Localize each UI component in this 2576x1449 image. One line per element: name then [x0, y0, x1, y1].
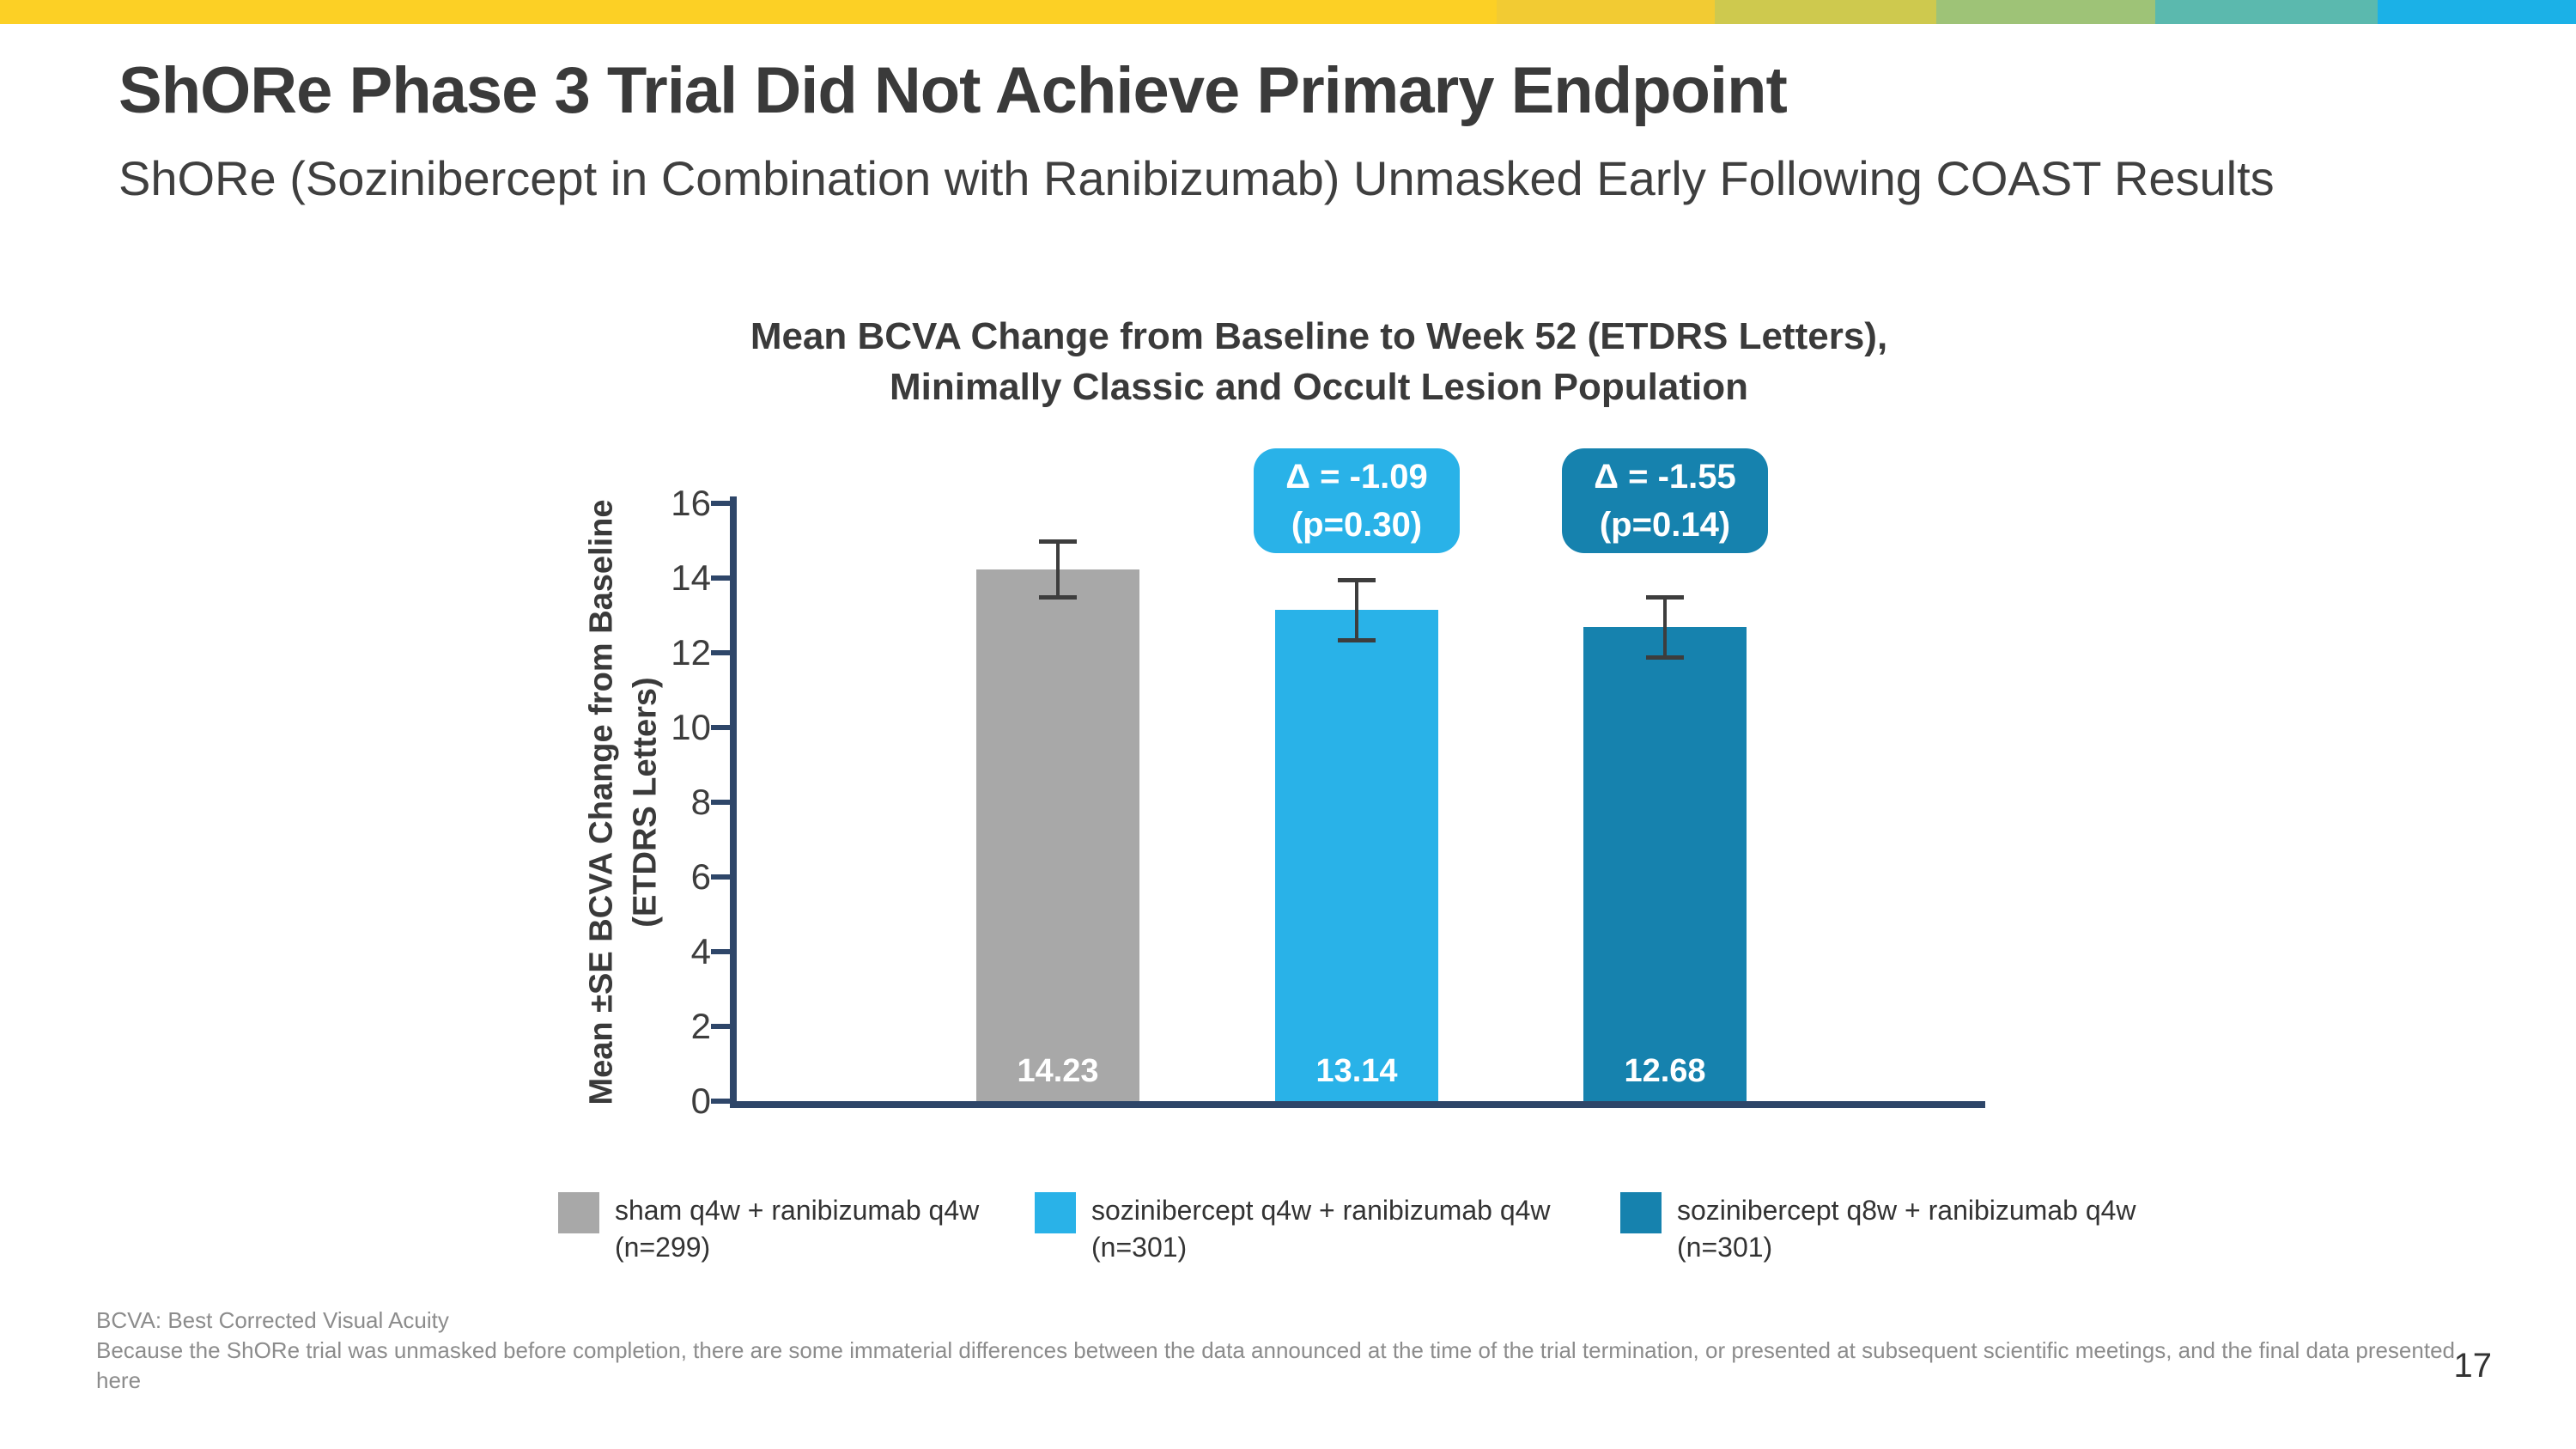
- legend-item-1: sham q4w + ranibizumab q4w (n=299): [558, 1192, 979, 1266]
- y-tick-mark: [711, 501, 730, 506]
- slide-title: ShORe Phase 3 Trial Did Not Achieve Prim…: [118, 54, 1788, 127]
- legend-label-line1: sozinibercept q8w + ranibizumab q4w: [1677, 1195, 2136, 1226]
- delta-p-value: (p=0.30): [1291, 506, 1423, 544]
- y-tick-mark: [711, 874, 730, 880]
- legend-swatch: [558, 1192, 599, 1233]
- bar-value-label: 13.14: [1315, 1053, 1398, 1089]
- y-tick-mark: [711, 575, 730, 581]
- legend-label-line2: (n=299): [615, 1232, 711, 1263]
- bar-value-label: 14.23: [1017, 1053, 1099, 1089]
- legend-label: sozinibercept q8w + ranibizumab q4w (n=30…: [1677, 1192, 2136, 1266]
- y-tick-mark: [711, 949, 730, 954]
- top-bar-segment-blue: [2378, 0, 2576, 24]
- top-bar-segment-yellow: [0, 0, 1497, 24]
- delta-p-value: (p=0.14): [1599, 506, 1731, 544]
- legend-item-2: sozinibercept q4w + ranibizumab q4w (n=30…: [1035, 1192, 1551, 1266]
- legend-label-line1: sham q4w + ranibizumab q4w: [615, 1195, 980, 1226]
- legend-swatch: [1620, 1192, 1662, 1233]
- legend-label-line2: (n=301): [1677, 1232, 1773, 1263]
- error-bar-cap-bottom: [1646, 654, 1684, 660]
- legend-swatch: [1035, 1192, 1076, 1233]
- error-bar-line: [1056, 541, 1060, 598]
- y-tick-label: 4: [690, 931, 711, 971]
- delta-annotation-1: Δ = -1.09 (p=0.30): [1254, 448, 1460, 553]
- error-bar-cap-bottom: [1039, 595, 1077, 600]
- top-bar-segment-yellow-green: [1715, 0, 1936, 24]
- y-tick-label: 0: [690, 1081, 711, 1121]
- y-axis-line: [730, 496, 737, 1108]
- x-axis-line: [730, 1101, 1985, 1108]
- y-tick-mark: [711, 1024, 730, 1029]
- legend-label: sham q4w + ranibizumab q4w (n=299): [615, 1192, 979, 1266]
- y-tick-mark: [711, 725, 730, 730]
- footnotes: BCVA: Best Corrected Visual Acuity Becau…: [96, 1306, 2500, 1396]
- y-tick-label: 10: [671, 707, 711, 747]
- bar-3: [1583, 627, 1747, 1101]
- legend-label-line2: (n=301): [1091, 1232, 1188, 1263]
- legend-item-3: sozinibercept q8w + ranibizumab q4w (n=30…: [1620, 1192, 2136, 1266]
- chart-title-line2: Minimally Classic and Occult Lesion Popu…: [890, 366, 1748, 409]
- error-bar-cap-top: [1338, 578, 1376, 583]
- y-tick-label: 6: [690, 856, 711, 897]
- delta-value: Δ = -1.09: [1285, 458, 1428, 496]
- footnote-abbreviation: BCVA: Best Corrected Visual Acuity: [96, 1307, 449, 1333]
- footnote-disclaimer: Because the ShORe trial was unmasked bef…: [96, 1337, 2455, 1394]
- y-tick-mark: [711, 1099, 730, 1104]
- error-bar-cap-top: [1646, 595, 1684, 600]
- y-tick-label: 8: [690, 782, 711, 822]
- error-bar-cap-top: [1039, 539, 1077, 544]
- legend-label: sozinibercept q4w + ranibizumab q4w (n=30…: [1091, 1192, 1551, 1266]
- y-tick-label: 12: [671, 632, 711, 673]
- y-tick-label: 14: [671, 557, 711, 598]
- top-bar-segment-green: [1936, 0, 2155, 24]
- y-tick-label: 16: [671, 483, 711, 523]
- top-bar-segment-teal: [2155, 0, 2378, 24]
- slide-subtitle: ShORe (Sozinibercept in Combination with…: [118, 151, 2275, 205]
- chart-title: Mean BCVA Change from Baseline to Week 5…: [632, 311, 2006, 413]
- y-tick-mark: [711, 800, 730, 805]
- delta-value: Δ = -1.55: [1594, 458, 1736, 496]
- error-bar-cap-bottom: [1338, 637, 1376, 642]
- bar-2: [1275, 610, 1438, 1101]
- delta-annotation-2: Δ = -1.55 (p=0.14): [1562, 448, 1768, 553]
- error-bar-line: [1663, 597, 1667, 658]
- top-color-bar: [0, 0, 2576, 24]
- legend-label-line1: sozinibercept q4w + ranibizumab q4w: [1091, 1195, 1551, 1226]
- y-tick-mark: [711, 650, 730, 655]
- bar-value-label: 12.68: [1624, 1053, 1706, 1089]
- y-tick-label: 2: [690, 1006, 711, 1046]
- error-bar-line: [1355, 580, 1358, 641]
- chart-title-line1: Mean BCVA Change from Baseline to Week 5…: [750, 315, 1888, 357]
- top-bar-segment-gold: [1497, 0, 1715, 24]
- bar-1: [976, 569, 1139, 1101]
- page-number: 17: [2453, 1347, 2493, 1385]
